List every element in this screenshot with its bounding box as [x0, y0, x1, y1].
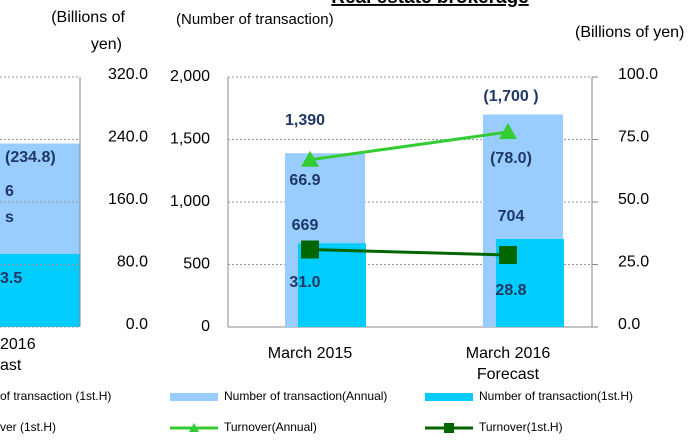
fragment-text: 2016 [0, 336, 36, 353]
legend-label: ver (1st.H) [0, 420, 56, 434]
legend-marker [444, 423, 454, 433]
data-label: 1,390 [285, 112, 325, 129]
data-label: (234.8) [5, 149, 56, 166]
x-tick-label: March 2015 [268, 345, 353, 362]
data-label: 704 [498, 208, 525, 225]
y2-tick-label: 240.0 [108, 129, 148, 146]
y-tick-label: 1,500 [170, 131, 210, 148]
y2-axis-label: (Billions of yen) [575, 24, 684, 41]
y-axis-label: (Number of transaction) [176, 11, 334, 28]
y2-tick-label: 75.0 [618, 129, 649, 146]
data-label: 31.0 [289, 274, 320, 291]
legend-label: Turnover(Annual) [224, 420, 317, 434]
y2-tick-label: 100.0 [618, 66, 658, 83]
legend-label: Number of transaction(Annual) [224, 389, 387, 403]
data-label: 669 [292, 217, 319, 234]
marker [301, 240, 319, 259]
y2-tick-label: 25.0 [618, 254, 649, 271]
line [309, 248, 509, 257]
legend-label: of transaction (1st.H) [0, 389, 111, 403]
y2-tick-label: 0.0 [126, 316, 148, 333]
legend-marker [189, 423, 199, 432]
data-label: 28.8 [495, 282, 526, 299]
fragment-text: s [5, 209, 14, 226]
bar [0, 253, 80, 327]
y-tick-label: 500 [183, 256, 210, 273]
data-label: 3.5 [0, 270, 22, 287]
y2-tick-label: 80.0 [117, 254, 148, 271]
legend-swatch [170, 393, 218, 401]
line [309, 130, 509, 162]
x-tick-label: March 2016 Forecast [466, 345, 551, 383]
legend-label: Number of transaction(1st.H) [479, 389, 633, 403]
y2-axis-label: (Billions of [51, 9, 125, 26]
data-label: (1,700 ) [483, 88, 538, 105]
y-tick-label: 0 [201, 318, 210, 335]
marker [499, 123, 517, 139]
chart-title: Real estate brokerage [331, 0, 529, 8]
marker [499, 246, 517, 264]
legend-swatch [425, 393, 473, 401]
legend-label: Turnover(1st.H) [479, 420, 563, 434]
data-label: 66.9 [289, 172, 320, 189]
y2-tick-label: 0.0 [618, 316, 640, 333]
y-tick-label: 2,000 [170, 68, 210, 85]
y2-tick-label: 160.0 [108, 191, 148, 208]
y2-tick-label: 320.0 [108, 66, 148, 83]
fragment-text: 6 [5, 183, 14, 200]
marker [301, 150, 319, 167]
data-label: (78.0) [490, 150, 532, 167]
fragment-text: ast [0, 357, 22, 374]
y-tick-label: 1,000 [170, 193, 210, 210]
y2-axis-label: yen) [91, 36, 122, 53]
y2-tick-label: 50.0 [618, 191, 649, 208]
